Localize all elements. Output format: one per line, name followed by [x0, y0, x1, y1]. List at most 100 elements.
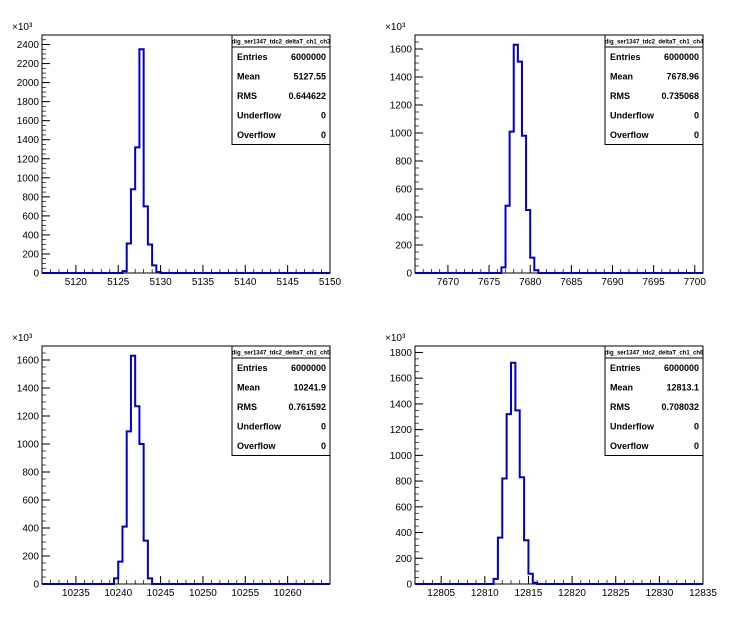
x-tick-label: 12805: [427, 588, 455, 599]
y-tick-label: 0: [33, 580, 39, 591]
y-exponent-label: ×10³: [12, 333, 33, 344]
y-tick-label: 200: [395, 241, 412, 252]
x-tick-label: 7695: [643, 277, 666, 288]
histogram-series: [415, 361, 703, 585]
x-tick-label: 12830: [645, 588, 673, 599]
x-tick-label: 10260: [274, 588, 302, 599]
histogram-panel: 0 200 400 600 800 1000 1200 1400 1600 1800 2000 220…: [12, 22, 342, 288]
stats-box: [604, 34, 704, 145]
stats-value: 5127.55: [293, 72, 326, 82]
y-tick-label: 600: [22, 496, 39, 507]
y-tick-label: 1000: [390, 129, 413, 140]
stats-title: dig_ser1347_tdc2_deltaT_ch1_ch6: [605, 351, 704, 357]
y-tick-label: 1400: [390, 399, 413, 410]
y-tick-label: 800: [395, 157, 412, 168]
stats-label: RMS: [237, 91, 257, 101]
stats-value: 0.735068: [661, 91, 699, 101]
y-tick-label: 800: [22, 468, 39, 479]
stats-label: Overflow: [610, 441, 650, 451]
x-tick-label: 7675: [478, 277, 501, 288]
stats-label: Underflow: [610, 422, 655, 432]
histogram-panel: 0 200 400 600 800 1000 1200 1400 1600 1800 12805 12…: [385, 333, 717, 599]
stats-value: 10241.9: [293, 383, 326, 393]
stats-value: 0: [321, 441, 326, 451]
y-tick-label: 0: [33, 269, 39, 280]
stats-value: 12813.1: [666, 383, 699, 393]
x-tick-label: 7680: [519, 277, 542, 288]
y-tick-label: 1400: [390, 73, 413, 84]
x-tick-label: 7670: [437, 277, 460, 288]
x-tick-label: 5125: [107, 277, 130, 288]
x-tick-label: 12835: [689, 588, 717, 599]
stats-label: Entries: [610, 52, 641, 62]
x-tick-label: 12815: [515, 588, 543, 599]
stats-title: dig_ser1347_tdc2_deltaT_ch1_ch5: [232, 351, 331, 357]
stats-box: [604, 345, 704, 456]
x-tick-label: 7690: [601, 277, 624, 288]
x-tick-label: 10245: [147, 588, 175, 599]
stats-box: [231, 34, 331, 145]
y-tick-label: 600: [395, 502, 412, 513]
stats-label: Underflow: [237, 422, 282, 432]
x-tick-label: 7700: [684, 277, 707, 288]
stats-value: 0.644622: [288, 91, 326, 101]
y-tick-label: 1800: [390, 348, 413, 359]
y-tick-label: 0: [406, 580, 412, 591]
stats-box: [231, 345, 331, 456]
stats-label: Entries: [237, 52, 268, 62]
y-tick-label: 400: [395, 213, 412, 224]
y-tick-label: 1800: [17, 97, 40, 108]
y-tick-label: 600: [22, 211, 39, 222]
y-tick-label: 800: [395, 477, 412, 488]
y-tick-label: 400: [22, 524, 39, 535]
y-tick-label: 200: [395, 554, 412, 565]
x-tick-label: 12810: [471, 588, 499, 599]
stats-label: Mean: [237, 383, 260, 393]
histogram-series: [42, 48, 330, 274]
stats-value: 0: [694, 422, 699, 432]
y-tick-label: 400: [22, 230, 39, 241]
y-tick-label: 800: [22, 192, 39, 203]
histogram-series: [42, 354, 330, 585]
stats-label: Overflow: [237, 130, 277, 140]
stats-value: 6000000: [664, 363, 699, 373]
y-tick-label: 2400: [17, 40, 40, 51]
stats-value: 0: [321, 111, 326, 121]
stats-label: Entries: [237, 363, 268, 373]
stats-label: Mean: [237, 72, 260, 82]
y-exponent-label: ×10³: [385, 333, 406, 344]
y-tick-label: 1200: [17, 154, 40, 165]
y-tick-label: 1000: [390, 451, 413, 462]
x-tick-label: 10240: [104, 588, 132, 599]
x-tick-label: 5135: [192, 277, 215, 288]
histogram-series: [415, 43, 703, 274]
stats-label: Overflow: [610, 130, 650, 140]
y-tick-label: 1000: [17, 173, 40, 184]
stats-value: 0: [694, 441, 699, 451]
x-tick-label: 10235: [62, 588, 90, 599]
stats-label: RMS: [237, 402, 257, 412]
stats-value: 6000000: [291, 52, 326, 62]
stats-label: RMS: [610, 91, 630, 101]
histogram-panel: 0 200 400 600 800 1000 1200 1400 1600 10235 10240 1…: [12, 333, 331, 599]
stats-value: 0: [321, 422, 326, 432]
stats-label: Underflow: [610, 111, 655, 121]
y-tick-label: 1600: [17, 356, 40, 367]
y-tick-label: 1600: [390, 45, 413, 56]
y-tick-label: 600: [395, 185, 412, 196]
x-tick-label: 5130: [149, 277, 172, 288]
histogram-panel: 0 200 400 600 800 1000 1200 1400 1600 7670 7675 768…: [385, 22, 706, 288]
stats-label: Overflow: [237, 441, 277, 451]
y-exponent-label: ×10³: [12, 22, 33, 33]
x-tick-label: 5140: [234, 277, 257, 288]
x-tick-label: 10250: [189, 588, 217, 599]
stats-title: dig_ser1347_tdc2_deltaT_ch1_ch4: [605, 40, 704, 46]
stats-value: 0: [694, 111, 699, 121]
x-tick-label: 7685: [560, 277, 583, 288]
stats-label: Entries: [610, 363, 641, 373]
x-tick-label: 10255: [231, 588, 259, 599]
y-tick-label: 1200: [17, 412, 40, 423]
y-tick-label: 2000: [17, 78, 40, 89]
stats-title: dig_ser1347_tdc2_deltaT_ch1_ch3: [232, 40, 331, 46]
